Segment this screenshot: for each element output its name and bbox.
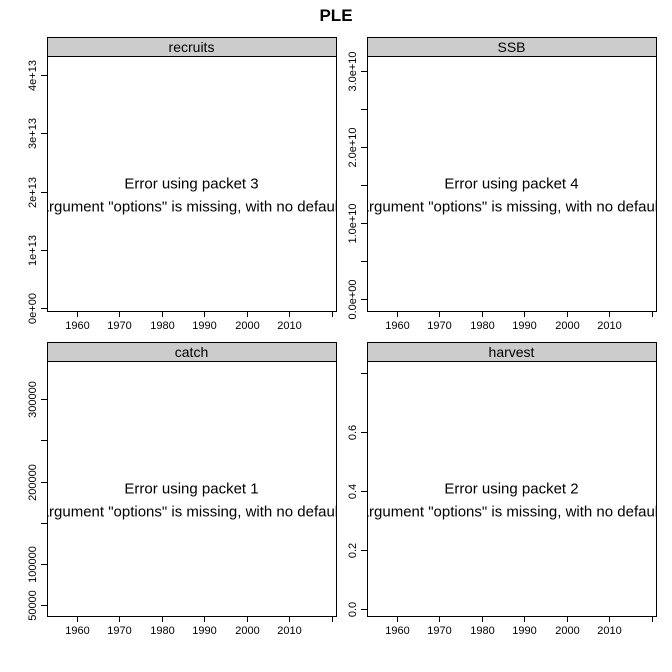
error-title: Error using packet 3	[124, 176, 258, 193]
error-detail: argument "options" is missing, with no d…	[41, 504, 343, 521]
x-tick-label: 2010	[597, 625, 621, 637]
y-tick-label: 50000	[27, 590, 39, 621]
y-tick-label: 2.0e+10	[347, 127, 359, 167]
panels-group: recruits 1960 1970 1980 1990 2000 2010 0e+00 1e+…	[27, 37, 663, 637]
x-tick-label: 1980	[470, 625, 494, 637]
x-tick-label: 1960	[65, 625, 89, 637]
x-tick-label: 2000	[555, 625, 579, 637]
plot-frame	[47, 361, 337, 617]
strip-label: recruits	[169, 39, 215, 55]
x-tick-label: 2000	[235, 320, 259, 332]
y-tick-label: 1e+13	[27, 235, 39, 266]
x-tick-label: 1990	[512, 320, 536, 332]
x-tick-label: 1970	[427, 625, 451, 637]
y-tick-label: 100000	[27, 546, 39, 583]
y-tick-label: 1.0e+10	[347, 203, 359, 243]
y-tick-label: 300000	[27, 381, 39, 418]
x-tick-label: 1970	[107, 320, 131, 332]
x-tick-label: 1970	[427, 320, 451, 332]
error-message: Error using packet 3 argument "options" i…	[41, 176, 343, 216]
error-title: Error using packet 1	[124, 481, 258, 498]
panel-SSB: SSB 1960 1970 1980 1990 2000 2010 0.0e+00 1.0e+1…	[347, 37, 663, 332]
strip-label: SSB	[497, 39, 525, 55]
error-title: Error using packet 4	[444, 176, 578, 193]
y-tick-label: 200000	[27, 464, 39, 501]
plot-frame	[367, 56, 657, 312]
panel-recruits: recruits 1960 1970 1980 1990 2000 2010 0e+00 1e+…	[27, 37, 343, 332]
x-tick-label: 1990	[192, 320, 216, 332]
strip-label: catch	[175, 344, 208, 360]
x-tick-label: 1960	[385, 320, 409, 332]
error-detail: argument "options" is missing, with no d…	[361, 199, 663, 216]
x-tick-label: 2010	[277, 625, 301, 637]
plot-frame	[367, 361, 657, 617]
x-tick-label: 1970	[107, 625, 131, 637]
y-tick-label: 3.0e+10	[347, 51, 359, 91]
x-tick-label: 1980	[150, 625, 174, 637]
x-tick-label: 1980	[150, 320, 174, 332]
y-tick-label: 0.6	[347, 425, 359, 440]
x-tick-label: 2000	[555, 320, 579, 332]
y-tick-label: 0e+00	[27, 293, 39, 324]
x-tick-label: 2010	[277, 320, 301, 332]
x-tick-label: 1980	[470, 320, 494, 332]
x-tick-label: 1960	[385, 625, 409, 637]
error-detail: argument "options" is missing, with no d…	[41, 199, 343, 216]
error-message: Error using packet 1 argument "options" i…	[41, 481, 343, 521]
x-tick-label: 1990	[512, 625, 536, 637]
y-tick-label: 0.2	[347, 543, 359, 558]
panel-harvest: harvest 1960 1970 1980 1990 2000 2010 0.0 0.2 0.4…	[347, 342, 663, 637]
error-detail: argument "options" is missing, with no d…	[361, 504, 663, 521]
plot-frame	[47, 56, 337, 312]
panel-catch: catch 1960 1970 1980 1990 2000 2010 50000 100000…	[27, 342, 343, 637]
x-tick-label: 1960	[65, 320, 89, 332]
error-message: Error using packet 4 argument "options" i…	[361, 176, 663, 216]
error-title: Error using packet 2	[444, 481, 578, 498]
x-tick-label: 2000	[235, 625, 259, 637]
x-tick-label: 1990	[192, 625, 216, 637]
strip-label: harvest	[489, 344, 535, 360]
y-tick-label: 3e+13	[27, 118, 39, 149]
chart-title: PLE	[319, 6, 352, 25]
y-tick-label: 0.4	[347, 484, 359, 499]
error-message: Error using packet 2 argument "options" i…	[361, 481, 663, 521]
x-tick-label: 2010	[597, 320, 621, 332]
y-tick-label: 0.0e+00	[347, 279, 359, 319]
y-tick-label: 2e+13	[27, 177, 39, 208]
y-tick-label: 0.0	[347, 602, 359, 617]
y-tick-label: 4e+13	[27, 60, 39, 91]
